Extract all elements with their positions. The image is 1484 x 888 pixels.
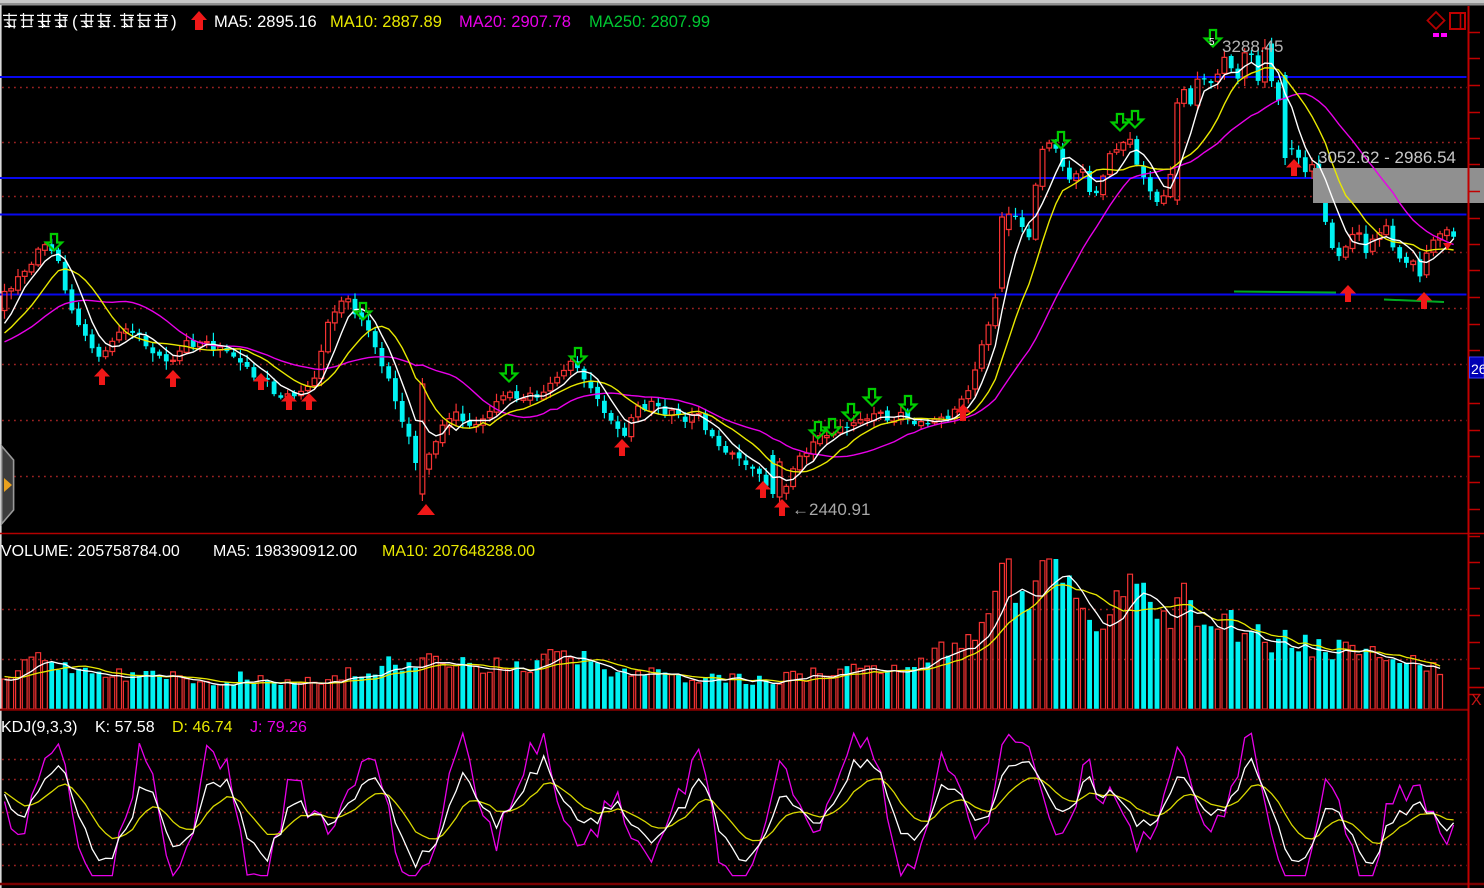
svg-text:MA5: 2895.16: MA5: 2895.16 — [214, 13, 317, 31]
svg-text:5: 5 — [1209, 37, 1215, 48]
svg-text:MA5: 198390912.00: MA5: 198390912.00 — [213, 543, 357, 560]
svg-text:3052.62 - 2986.54: 3052.62 - 2986.54 — [1318, 148, 1456, 167]
svg-text:.: . — [112, 12, 117, 31]
svg-text:K: 57.58: K: 57.58 — [95, 719, 155, 736]
svg-text:←2440.91: ←2440.91 — [792, 500, 870, 519]
svg-text:VOLUME: 205758784.00: VOLUME: 205758784.00 — [1, 543, 180, 560]
svg-text:KDJ(9,3,3): KDJ(9,3,3) — [1, 719, 77, 736]
svg-text:D: 46.74: D: 46.74 — [172, 719, 233, 736]
svg-text:MA10: 207648288.00: MA10: 207648288.00 — [382, 543, 535, 560]
svg-text:(: ( — [72, 12, 78, 31]
svg-text:X: X — [1471, 692, 1482, 709]
svg-text:26: 26 — [1471, 361, 1484, 377]
svg-text:3288.45: 3288.45 — [1222, 37, 1283, 56]
svg-text:MA250: 2807.99: MA250: 2807.99 — [589, 13, 710, 31]
svg-text:): ) — [171, 12, 177, 31]
svg-text:MA20: 2907.78: MA20: 2907.78 — [459, 13, 571, 31]
svg-text:J: 79.26: J: 79.26 — [250, 719, 307, 736]
svg-text:MA10: 2887.89: MA10: 2887.89 — [330, 13, 442, 31]
